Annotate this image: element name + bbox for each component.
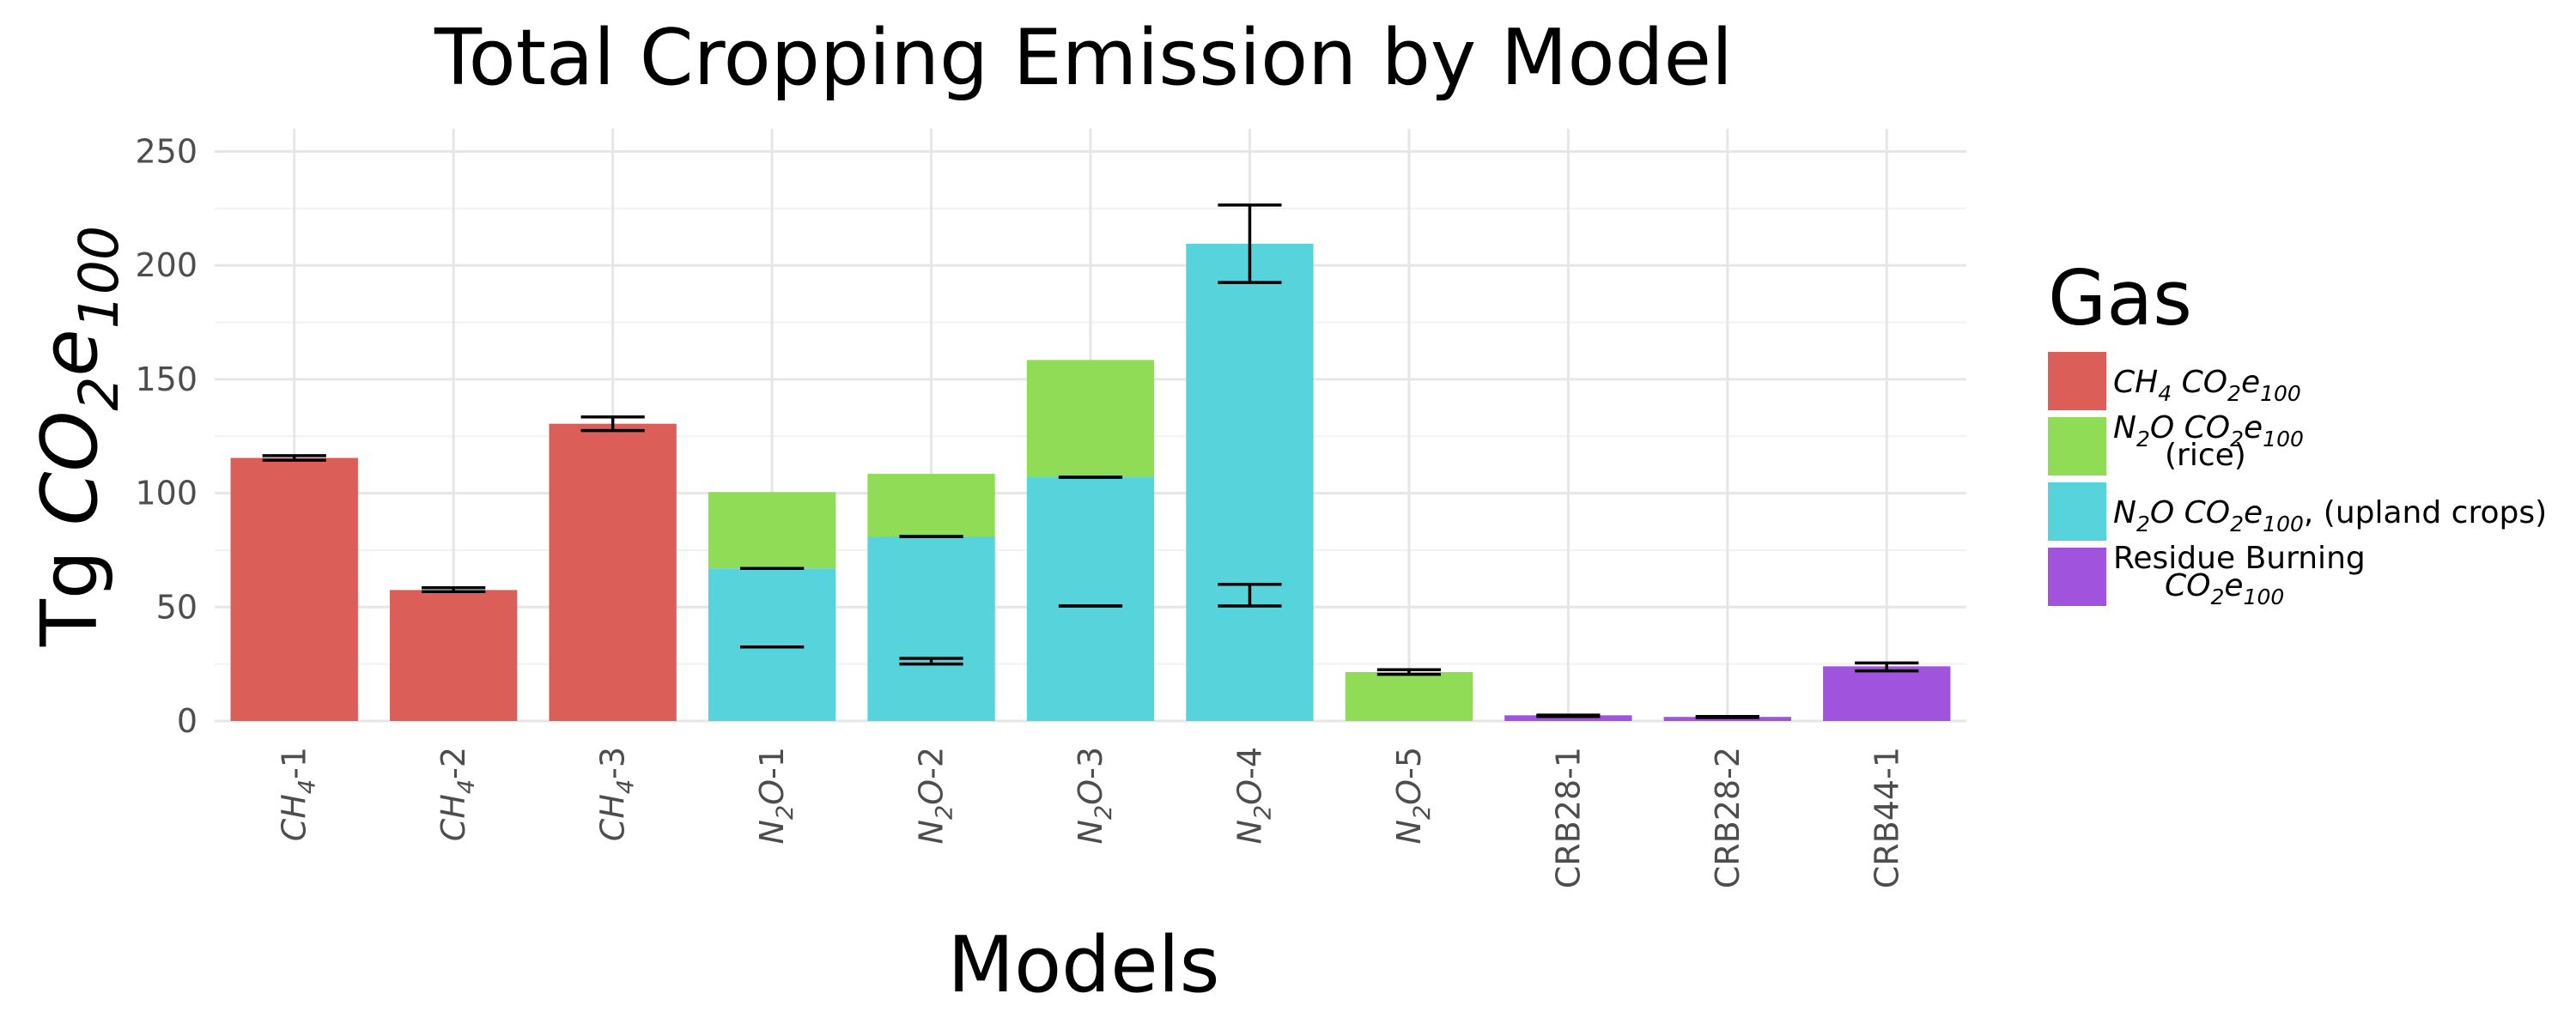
y-tick-label: 50 xyxy=(156,588,197,626)
bars xyxy=(230,244,1951,721)
bar-n2o_rice-4 xyxy=(867,474,995,537)
error-bar xyxy=(422,586,486,594)
x-tick-label: N2O-4 xyxy=(1230,747,1276,844)
bar-residue-10 xyxy=(1823,666,1951,721)
legend-item-ch4: CH4 CO2e100 xyxy=(2048,352,2301,410)
legend-label: CO2e100 xyxy=(2165,568,2284,609)
x-tick-label: CH4-2 xyxy=(434,747,480,841)
error-bars xyxy=(262,203,1919,719)
legend-label: Residue Burning xyxy=(2113,541,2366,576)
error-bar xyxy=(899,657,963,666)
error-bar xyxy=(580,415,645,433)
x-tick-label: CRB44-1 xyxy=(1868,747,1905,888)
x-tick-label: N2O-3 xyxy=(1072,747,1117,844)
x-axis-title: Models xyxy=(947,920,1219,1010)
legend-label: N2O CO2e100 xyxy=(2113,410,2304,451)
y-tick-label: 150 xyxy=(135,360,197,398)
error-bar xyxy=(1536,713,1601,718)
bar-n2o_rice-3 xyxy=(708,492,836,569)
y-tick-label: 100 xyxy=(135,475,197,512)
error-bar xyxy=(1218,583,1282,608)
legend-label: N2O CO2e100, (upland crops) xyxy=(2113,495,2547,536)
bar-n2o_rice-5 xyxy=(1026,360,1155,478)
y-axis-ticks: 0 50 100 150 200 250 xyxy=(135,133,197,740)
legend-label: CH4 CO2e100 xyxy=(2113,365,2301,406)
bar-ch4-2 xyxy=(549,423,677,721)
legend-title: Gas xyxy=(2048,254,2192,342)
error-bar xyxy=(1695,714,1759,719)
legend-swatch xyxy=(2048,417,2106,476)
error-bar xyxy=(1218,203,1282,284)
x-tick-label: CH4-1 xyxy=(276,747,321,841)
bar-ch4-0 xyxy=(230,457,358,721)
chart-title: Total Cropping Emission by Model xyxy=(434,13,1733,103)
y-tick-label: 200 xyxy=(135,246,197,284)
x-axis-ticks: CH4-1 CH4-2 CH4-3 N2O-1 N2O-2 N2O-3 N2O-4 N2O-5… xyxy=(276,747,1906,888)
x-tick-label: CH4-3 xyxy=(594,747,640,841)
legend-label: (rice) xyxy=(2165,438,2246,473)
bar-residue-8 xyxy=(1504,715,1632,721)
x-tick-label: CRB28-2 xyxy=(1709,747,1747,888)
error-bar xyxy=(1376,668,1441,676)
x-tick-label: CRB28-1 xyxy=(1549,747,1587,888)
bar-n2o_upland-3 xyxy=(708,568,836,721)
error-bar xyxy=(262,454,326,462)
x-tick-label: N2O-5 xyxy=(1390,747,1436,844)
bar-n2o_upland-5 xyxy=(1026,477,1155,721)
legend-swatch xyxy=(2048,482,2106,541)
y-tick-label: 0 xyxy=(177,702,197,740)
y-tick-label: 250 xyxy=(135,133,197,171)
x-tick-label: N2O-2 xyxy=(913,747,958,844)
y-axis-title: Tg CO2e100 xyxy=(25,226,131,647)
bar-n2o_upland-6 xyxy=(1186,244,1314,721)
legend-item-n2o_rice: N2O CO2e100(rice) xyxy=(2048,410,2304,476)
legend-item-n2o_upland: N2O CO2e100, (upland crops) xyxy=(2048,482,2547,541)
bar-ch4-1 xyxy=(390,590,518,721)
error-bar xyxy=(1855,661,1919,673)
legend-swatch xyxy=(2048,352,2106,410)
bar-n2o_upland-4 xyxy=(867,536,995,721)
legend-swatch xyxy=(2048,548,2106,606)
bar-n2o_rice-7 xyxy=(1345,671,1473,721)
x-tick-label: N2O-1 xyxy=(753,747,799,844)
